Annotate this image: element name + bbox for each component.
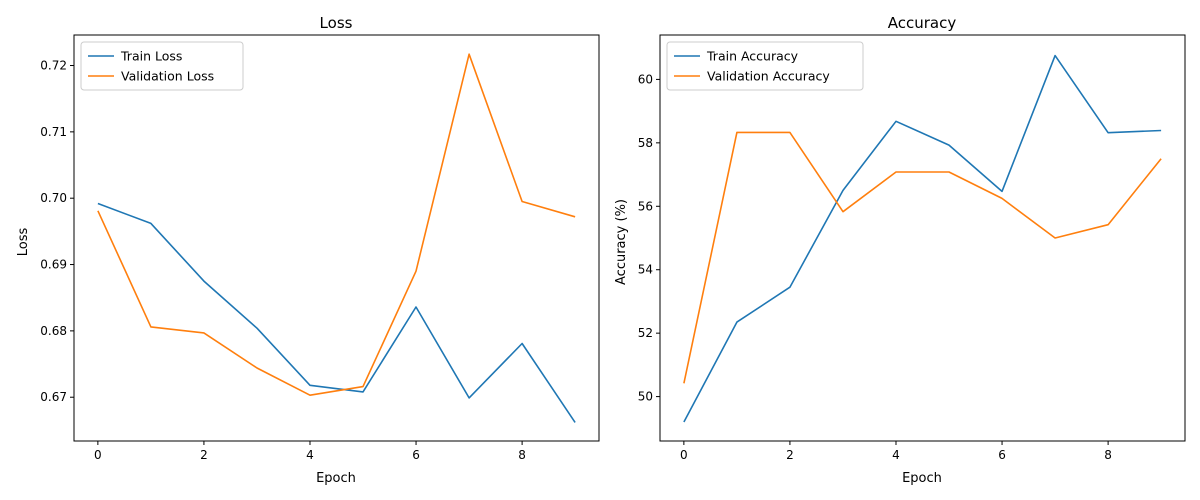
train-accuracy-legend-label: Train Accuracy [706,49,799,64]
accuracy-x-tick-label: 6 [998,448,1006,462]
accuracy-y-tick-label: 58 [638,136,653,150]
loss-y-tick-label: 0.70 [40,191,67,205]
train-accuracy-line [683,54,1162,423]
loss-legend-box [80,41,244,91]
accuracy-y-tick-label: 54 [638,263,653,277]
accuracy-y-tick-label: 56 [638,199,653,213]
loss-x-tick-label: 0 [94,448,102,462]
accuracy-plot-frame [659,34,1186,442]
accuracy-x-tick-label: 2 [786,448,794,462]
train-loss-legend-label: Train Loss [120,49,182,64]
accuracy-chart: Accuracy Epoch Accuracy (%) 0 2 4 6 8 50 52 54 5… [614,14,1186,486]
loss-plot-marks: 0 2 4 6 8 0.67 0.68 0.69 0.70 0.71 0.72 [40,53,576,462]
validation-loss-legend-label: Validation Loss [121,69,214,84]
accuracy-y-tick-label: 60 [638,72,653,86]
accuracy-legend: Train Accuracy Validation Accuracy [666,41,864,91]
loss-y-tick-label: 0.67 [40,390,67,404]
accuracy-x-tick-label: 0 [680,448,688,462]
loss-x-axis-label: Epoch [316,471,356,486]
loss-x-tick-label: 4 [306,448,314,462]
accuracy-x-axis-label: Epoch [902,471,942,486]
accuracy-plot-marks: 0 2 4 6 8 50 52 54 56 58 60 [638,54,1162,462]
accuracy-legend-box [666,41,864,91]
loss-y-tick-label: 0.68 [40,324,67,338]
validation-accuracy-line [683,131,1162,384]
accuracy-y-axis-label: Accuracy (%) [614,199,629,285]
loss-x-tick-label: 2 [200,448,208,462]
loss-x-tick-label: 6 [412,448,420,462]
loss-x-tick-label: 8 [518,448,526,462]
accuracy-y-tick-label: 50 [638,390,653,404]
train-loss-line [97,202,576,423]
accuracy-y-tick-label: 52 [638,326,653,340]
loss-plot-frame [73,34,600,442]
loss-chart: Loss Epoch Loss 0 2 4 6 8 0.67 0.68 0.69 0.70 0.7… [16,14,600,486]
loss-chart-title: Loss [320,14,353,32]
accuracy-x-tick-label: 4 [892,448,900,462]
loss-y-tick-label: 0.69 [40,258,67,272]
loss-y-tick-label: 0.72 [40,59,67,73]
loss-legend: Train Loss Validation Loss [80,41,244,91]
loss-y-axis-label: Loss [16,228,31,257]
validation-loss-line [97,53,576,397]
loss-y-tick-label: 0.71 [40,125,67,139]
accuracy-x-tick-label: 8 [1104,448,1112,462]
accuracy-chart-title: Accuracy [888,14,957,32]
validation-accuracy-legend-label: Validation Accuracy [707,69,830,84]
